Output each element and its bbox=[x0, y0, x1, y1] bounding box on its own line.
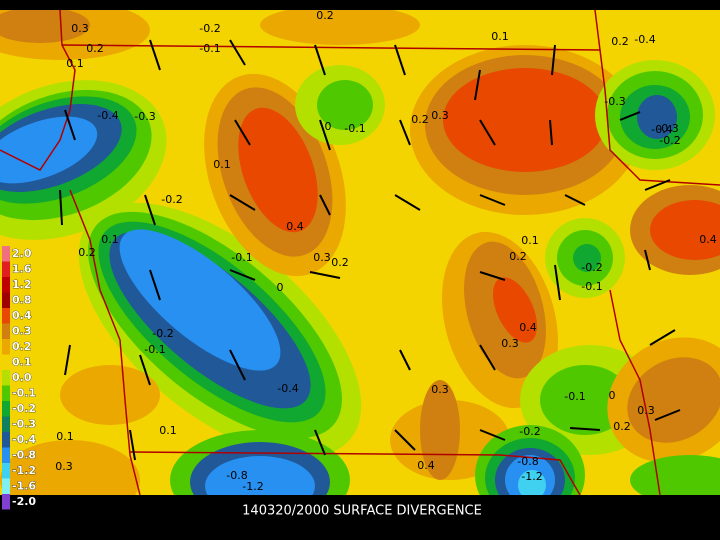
contour-label: 0.3 bbox=[55, 460, 73, 473]
contour-label: 0.2 bbox=[331, 256, 349, 269]
contour-label: -1.2 bbox=[521, 470, 542, 483]
wind-barbs bbox=[59, 39, 681, 461]
legend-label: -0.3 bbox=[12, 417, 36, 430]
contour-label: 0.4 bbox=[417, 459, 435, 472]
contour-label: -0.8 bbox=[517, 455, 538, 468]
legend-label: -0.2 bbox=[12, 402, 36, 415]
contour-label: 0.3 bbox=[431, 383, 449, 396]
legend-label: 1.2 bbox=[12, 278, 32, 291]
legend-label: -0.4 bbox=[12, 433, 36, 446]
contour-label: -0.2 bbox=[152, 327, 173, 340]
contour-label: 0.4 bbox=[286, 220, 304, 233]
contour-label: -0.1 bbox=[564, 390, 585, 403]
legend-label: -1.6 bbox=[12, 479, 36, 492]
contour-label: -0.4 bbox=[634, 33, 655, 46]
legend-swatch bbox=[2, 432, 10, 448]
legend-swatch bbox=[2, 447, 10, 463]
contour-label: -0.3 bbox=[134, 110, 155, 123]
legend-label: -0.8 bbox=[12, 448, 36, 461]
legend-swatch bbox=[2, 339, 10, 355]
legend-label: 0.1 bbox=[12, 355, 32, 368]
legend-label: 0.3 bbox=[12, 324, 32, 337]
contour-label: 0.4 bbox=[699, 233, 717, 246]
legend-swatch bbox=[2, 463, 10, 479]
contour-label: -0.1 bbox=[144, 343, 165, 356]
contour-label: 0.1 bbox=[521, 234, 539, 247]
legend-label: 0.4 bbox=[12, 309, 32, 322]
contour-label: 0.1 bbox=[56, 430, 74, 443]
legend-swatch bbox=[2, 370, 10, 386]
contour-label: -0.1 bbox=[344, 122, 365, 135]
contour-label: -0.3 bbox=[604, 95, 625, 108]
contour-label: 0 bbox=[325, 120, 332, 133]
legend-swatch bbox=[2, 354, 10, 370]
contour-label: 0.2 bbox=[611, 35, 629, 48]
legend-swatch bbox=[2, 246, 10, 262]
contour-label: -0.1 bbox=[199, 42, 220, 55]
caption: 140320/2000 SURFACE DIVERGENCE bbox=[242, 504, 482, 519]
contour-label: 0.3 bbox=[501, 337, 519, 350]
legend-label: 0.8 bbox=[12, 293, 32, 306]
contour-label: 0.3 bbox=[431, 109, 449, 122]
contour-label: 0.3 bbox=[313, 251, 331, 264]
legend-swatch bbox=[2, 494, 10, 510]
contour-label: -0.1 bbox=[581, 280, 602, 293]
contour-label: -1.2 bbox=[242, 480, 263, 493]
contour-label: -0.1 bbox=[231, 251, 252, 264]
legend-label: -2.0 bbox=[12, 495, 36, 508]
contour-label: -0.8 bbox=[226, 469, 247, 482]
contour-label: 0.3 bbox=[71, 22, 89, 35]
contour-label: 0.2 bbox=[613, 420, 631, 433]
legend-label: 0.0 bbox=[12, 371, 32, 384]
legend-label: -1.2 bbox=[12, 464, 36, 477]
legend-swatch bbox=[2, 277, 10, 293]
contour-label: 0.1 bbox=[213, 158, 231, 171]
legend-swatch bbox=[2, 323, 10, 339]
legend-swatch bbox=[2, 292, 10, 308]
legend-swatch bbox=[2, 385, 10, 401]
contour-label: 0.4 bbox=[519, 321, 537, 334]
contour-label: 0.3 bbox=[637, 404, 655, 417]
contour-label: -0.2 bbox=[161, 193, 182, 206]
contour-label: 0.1 bbox=[491, 30, 509, 43]
contour-label: -0.3 bbox=[657, 122, 678, 135]
contour-label: 0.2 bbox=[509, 250, 527, 263]
contour-label: 0.2 bbox=[86, 42, 104, 55]
contour-label: -0.4 bbox=[651, 123, 672, 136]
contour-label: 0.2 bbox=[411, 113, 429, 126]
contour-label: 0.1 bbox=[66, 57, 84, 70]
legend-swatch bbox=[2, 261, 10, 277]
contour-labels: 0.3 -0.20.2-0.10.20.10.2-0.40.1 -0.4-0.30-… bbox=[55, 9, 717, 493]
legend-swatch bbox=[2, 308, 10, 324]
contour-label: 0 bbox=[609, 389, 616, 402]
contour-label: 0 bbox=[277, 281, 284, 294]
borders bbox=[0, 9, 720, 496]
legend-label: 1.6 bbox=[12, 262, 32, 275]
contour-label: -0.2 bbox=[581, 261, 602, 274]
legend-label: 0.2 bbox=[12, 340, 32, 353]
legend-swatch bbox=[2, 478, 10, 494]
contour-label: 0.2 bbox=[78, 246, 96, 259]
contour-label: -0.4 bbox=[277, 382, 298, 395]
contour-label: 0.2 bbox=[316, 9, 334, 22]
contour-label: -0.2 bbox=[659, 134, 680, 147]
color-legend: 2.0 1.6 1.2 0.8 0.4 0.3 0.2 0.1 0.0 -0.1 -0.2 -0.3 -… bbox=[2, 246, 37, 510]
contour-label: 0.1 bbox=[101, 233, 119, 246]
contour-label: -0.4 bbox=[97, 109, 118, 122]
contour-label: -0.2 bbox=[199, 22, 220, 35]
legend-swatch bbox=[2, 416, 10, 432]
legend-label: 2.0 bbox=[12, 247, 32, 260]
legend-label: -0.1 bbox=[12, 386, 36, 399]
contour-label: 0.1 bbox=[159, 424, 177, 437]
contour-label: -0.2 bbox=[519, 425, 540, 438]
legend-swatch bbox=[2, 401, 10, 417]
